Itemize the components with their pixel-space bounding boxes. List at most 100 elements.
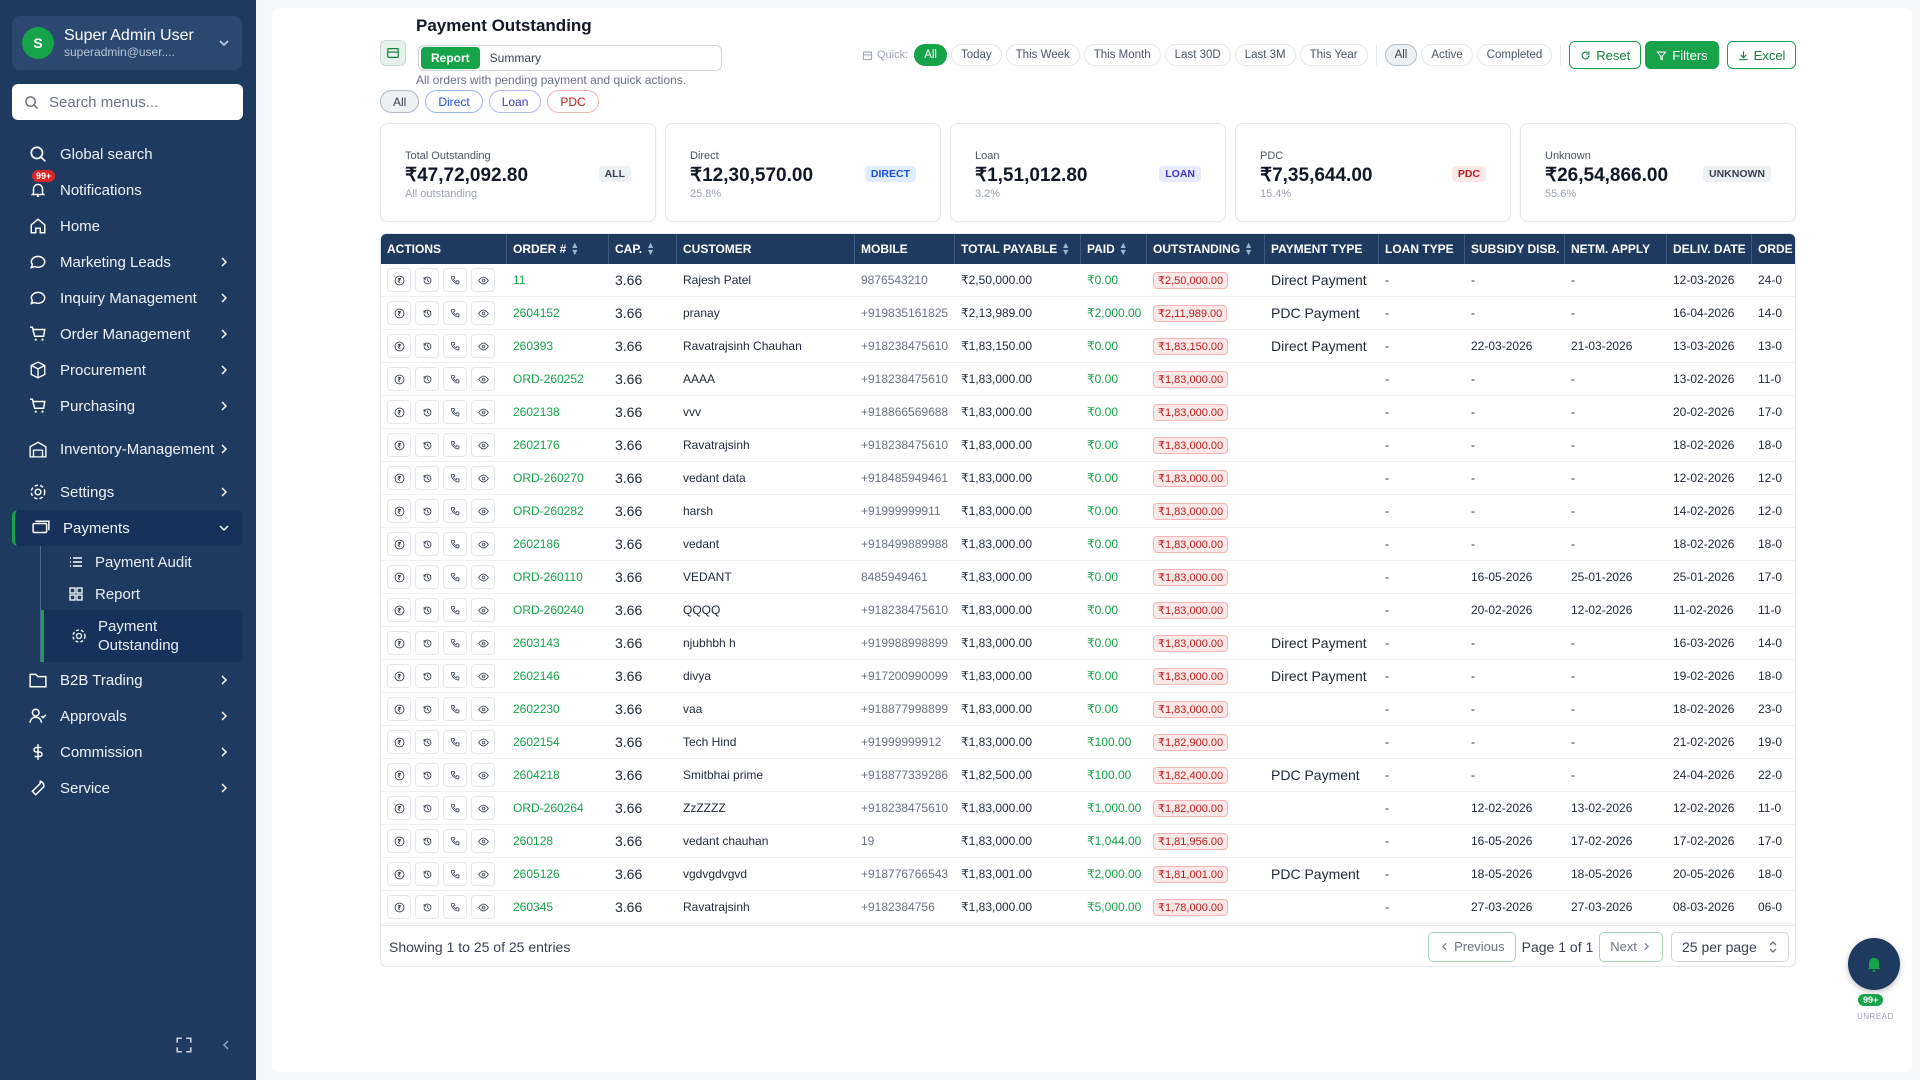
cell-order-number[interactable]: ORD-260110: [507, 570, 609, 584]
table-row[interactable]: 2602138 3.66 vvv +918866569688 ₹1,83,000.00 ₹…: [381, 396, 1795, 429]
eye-action-button[interactable]: [471, 829, 495, 853]
history-action-button[interactable]: [415, 433, 439, 457]
notifications-fab[interactable]: [1848, 938, 1900, 990]
eye-action-button[interactable]: [471, 796, 495, 820]
order-number-value[interactable]: ORD-260270: [513, 471, 584, 485]
table-row[interactable]: 260393 3.66 Ravatrajsinh Chauhan +918238475…: [381, 330, 1795, 363]
cell-order-number[interactable]: 2602154: [507, 735, 609, 749]
history-action-button[interactable]: [415, 400, 439, 424]
cell-order-number[interactable]: 2602230: [507, 702, 609, 716]
rupee-action-button[interactable]: [387, 400, 411, 424]
phone-action-button[interactable]: [443, 400, 467, 424]
filter-type-pdc[interactable]: PDC: [547, 90, 599, 113]
excel-button[interactable]: Excel: [1726, 41, 1797, 69]
table-scroll[interactable]: ACTIONS ORDER # ▲ ▼ CAP. ▲ ▼ CUSTOMER MOBILE TOTA…: [381, 234, 1795, 964]
collapse-sidebar-icon[interactable]: [219, 1038, 233, 1052]
phone-action-button[interactable]: [443, 598, 467, 622]
status-completed[interactable]: Completed: [1476, 44, 1553, 66]
history-action-button[interactable]: [415, 301, 439, 325]
nav-purchasing[interactable]: Purchasing: [12, 388, 243, 424]
history-action-button[interactable]: [415, 829, 439, 853]
tab-summary[interactable]: Summary: [489, 51, 542, 65]
phone-action-button[interactable]: [443, 367, 467, 391]
order-number-value[interactable]: 260393: [513, 339, 554, 353]
nav-home[interactable]: Home: [12, 208, 243, 244]
rupee-action-button[interactable]: [387, 466, 411, 490]
table-row[interactable]: 11 3.66 Rajesh Patel 9876543210 ₹2,50,000.00…: [381, 264, 1795, 297]
quick-last-30d[interactable]: Last 30D: [1164, 44, 1231, 66]
table-row[interactable]: ORD-260252 3.66 AAAA +918238475610 ₹1,83,000…: [381, 363, 1795, 396]
phone-action-button[interactable]: [443, 664, 467, 688]
order-number-value[interactable]: 260128: [513, 834, 554, 848]
table-row[interactable]: 260128 3.66 vedant chauhan 19 ₹1,83,000.00 ₹1…: [381, 825, 1795, 858]
cell-order-number[interactable]: 260345: [507, 900, 609, 914]
history-action-button[interactable]: [415, 763, 439, 787]
cell-order-number[interactable]: ORD-260282: [507, 504, 609, 518]
cell-order-number[interactable]: 260128: [507, 834, 609, 848]
filter-type-all[interactable]: All: [380, 90, 420, 113]
quick-last-3m[interactable]: Last 3M: [1234, 44, 1296, 66]
column-header[interactable]: PAID ▲ ▼: [1081, 234, 1147, 264]
column-header[interactable]: OUTSTANDING ▲ ▼: [1147, 234, 1265, 264]
rupee-action-button[interactable]: [387, 565, 411, 589]
order-number-value[interactable]: 2604152: [513, 306, 560, 320]
history-action-button[interactable]: [415, 367, 439, 391]
table-row[interactable]: 2602154 3.66 Tech Hind +91999999912 ₹1,83,00…: [381, 726, 1795, 759]
eye-action-button[interactable]: [471, 433, 495, 457]
history-action-button[interactable]: [415, 598, 439, 622]
cell-order-number[interactable]: ORD-260240: [507, 603, 609, 617]
rupee-action-button[interactable]: [387, 763, 411, 787]
eye-action-button[interactable]: [471, 598, 495, 622]
fullscreen-icon[interactable]: [175, 1036, 193, 1054]
filters-button[interactable]: Filters: [1645, 41, 1719, 69]
next-button[interactable]: Next: [1599, 931, 1663, 962]
per-page-select[interactable]: 25 per page: [1671, 931, 1789, 962]
layout-toggle-button[interactable]: [380, 40, 406, 66]
history-action-button[interactable]: [415, 532, 439, 556]
order-number-value[interactable]: ORD-260282: [513, 504, 584, 518]
eye-action-button[interactable]: [471, 367, 495, 391]
order-number-value[interactable]: 2602230: [513, 702, 560, 716]
eye-action-button[interactable]: [471, 862, 495, 886]
history-action-button[interactable]: [415, 565, 439, 589]
subnav-payment-outstanding[interactable]: Payment Outstanding: [41, 610, 243, 662]
history-action-button[interactable]: [415, 697, 439, 721]
quick-today[interactable]: Today: [950, 44, 1002, 66]
cell-order-number[interactable]: ORD-260264: [507, 801, 609, 815]
previous-button[interactable]: Previous: [1428, 931, 1516, 962]
nav-marketing-leads[interactable]: Marketing Leads: [12, 244, 243, 280]
table-row[interactable]: ORD-260240 3.66 QQQQ +918238475610 ₹1,83,000…: [381, 594, 1795, 627]
rupee-action-button[interactable]: [387, 301, 411, 325]
table-row[interactable]: ORD-260110 3.66 VEDANT 8485949461 ₹1,83,000.…: [381, 561, 1795, 594]
table-row[interactable]: 2605126 3.66 vgdvgdvgvd +918776766543 ₹1,83,…: [381, 858, 1795, 891]
phone-action-button[interactable]: [443, 301, 467, 325]
order-number-value[interactable]: 11: [513, 273, 526, 287]
rupee-action-button[interactable]: [387, 664, 411, 688]
order-number-value[interactable]: 2602146: [513, 669, 560, 683]
phone-action-button[interactable]: [443, 532, 467, 556]
card-unknown[interactable]: Unknown ₹26,54,866.00 55.6% UNKNOWN: [1520, 123, 1796, 222]
card-direct[interactable]: Direct ₹12,30,570.00 25.8% DIRECT: [665, 123, 941, 222]
rupee-action-button[interactable]: [387, 598, 411, 622]
table-row[interactable]: 2603143 3.66 njubhbh h +919988998899 ₹1,83,0…: [381, 627, 1795, 660]
phone-action-button[interactable]: [443, 334, 467, 358]
eye-action-button[interactable]: [471, 400, 495, 424]
rupee-action-button[interactable]: [387, 631, 411, 655]
cell-order-number[interactable]: 2605126: [507, 867, 609, 881]
status-all[interactable]: All: [1384, 44, 1418, 66]
phone-action-button[interactable]: [443, 730, 467, 754]
table-row[interactable]: ORD-260264 3.66 ZzZZZZ +918238475610 ₹1,83,0…: [381, 792, 1795, 825]
order-number-value[interactable]: 2605126: [513, 867, 560, 881]
history-action-button[interactable]: [415, 796, 439, 820]
cell-order-number[interactable]: 2602138: [507, 405, 609, 419]
table-row[interactable]: 2602230 3.66 vaa +918877998899 ₹1,83,000.00 ₹…: [381, 693, 1795, 726]
order-number-value[interactable]: 2604218: [513, 768, 560, 782]
history-action-button[interactable]: [415, 895, 439, 919]
nav-payments[interactable]: Payments: [12, 510, 243, 546]
nav-settings[interactable]: Settings: [12, 474, 243, 510]
phone-action-button[interactable]: [443, 268, 467, 292]
eye-action-button[interactable]: [471, 895, 495, 919]
order-number-value[interactable]: 2602138: [513, 405, 560, 419]
rupee-action-button[interactable]: [387, 532, 411, 556]
cell-order-number[interactable]: ORD-260270: [507, 471, 609, 485]
